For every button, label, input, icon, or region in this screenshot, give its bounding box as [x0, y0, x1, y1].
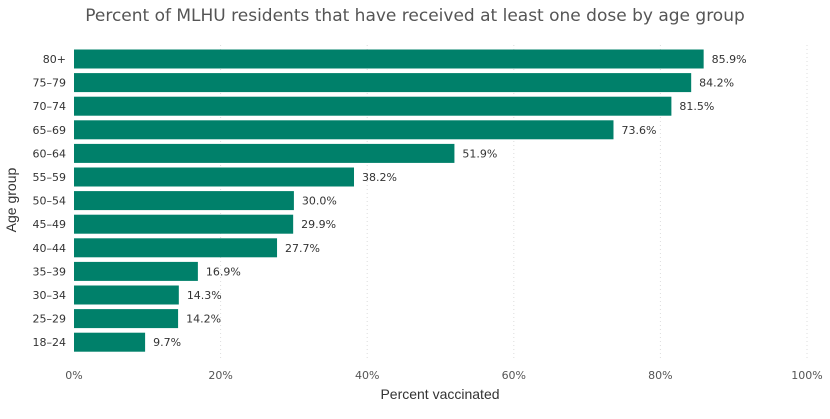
bar	[74, 214, 294, 234]
x-axis-title: Percent vaccinated	[380, 386, 500, 402]
x-tick-label: 80%	[648, 369, 672, 382]
data-label: 29.9%	[301, 218, 336, 231]
data-label: 27.7%	[285, 242, 320, 255]
category-label: 35–39	[33, 265, 67, 278]
data-label: 51.9%	[462, 147, 497, 160]
data-label: 30.0%	[302, 195, 337, 208]
category-label: 25–29	[33, 313, 67, 326]
category-label: 18–24	[33, 336, 67, 349]
bar	[74, 309, 179, 329]
bar	[74, 49, 704, 69]
x-tick-label: 20%	[208, 369, 232, 382]
data-label: 81.5%	[679, 100, 714, 113]
x-tick-label: 40%	[355, 369, 379, 382]
category-label: 65–69	[33, 124, 67, 137]
data-label: 14.3%	[187, 289, 222, 302]
bar	[74, 191, 294, 211]
data-label: 38.2%	[362, 171, 397, 184]
bar	[74, 261, 198, 281]
data-label: 9.7%	[153, 336, 181, 349]
data-label: 85.9%	[712, 53, 747, 66]
data-label: 16.9%	[206, 265, 241, 278]
x-tick-label: 0%	[65, 369, 82, 382]
bar	[74, 96, 672, 116]
bar	[74, 143, 455, 163]
category-label: 30–34	[33, 289, 67, 302]
bar	[74, 238, 278, 258]
data-label: 84.2%	[699, 77, 734, 90]
category-label: 55–59	[33, 171, 67, 184]
data-label: 73.6%	[621, 124, 656, 137]
category-label: 50–54	[33, 195, 67, 208]
bar	[74, 285, 179, 305]
category-label: 45–49	[33, 218, 67, 231]
bar	[74, 73, 692, 93]
category-label: 80+	[43, 53, 66, 66]
chart-title: Percent of MLHU residents that have rece…	[85, 6, 745, 26]
x-tick-label: 60%	[502, 369, 526, 382]
category-label: 40–44	[33, 242, 67, 255]
category-label: 70–74	[33, 100, 67, 113]
data-label: 14.2%	[186, 313, 221, 326]
category-label: 60–64	[33, 147, 67, 160]
bar	[74, 120, 614, 140]
bar	[74, 332, 146, 352]
x-tick-label: 100%	[791, 369, 822, 382]
category-label: 75–79	[33, 77, 67, 90]
bar	[74, 167, 355, 187]
